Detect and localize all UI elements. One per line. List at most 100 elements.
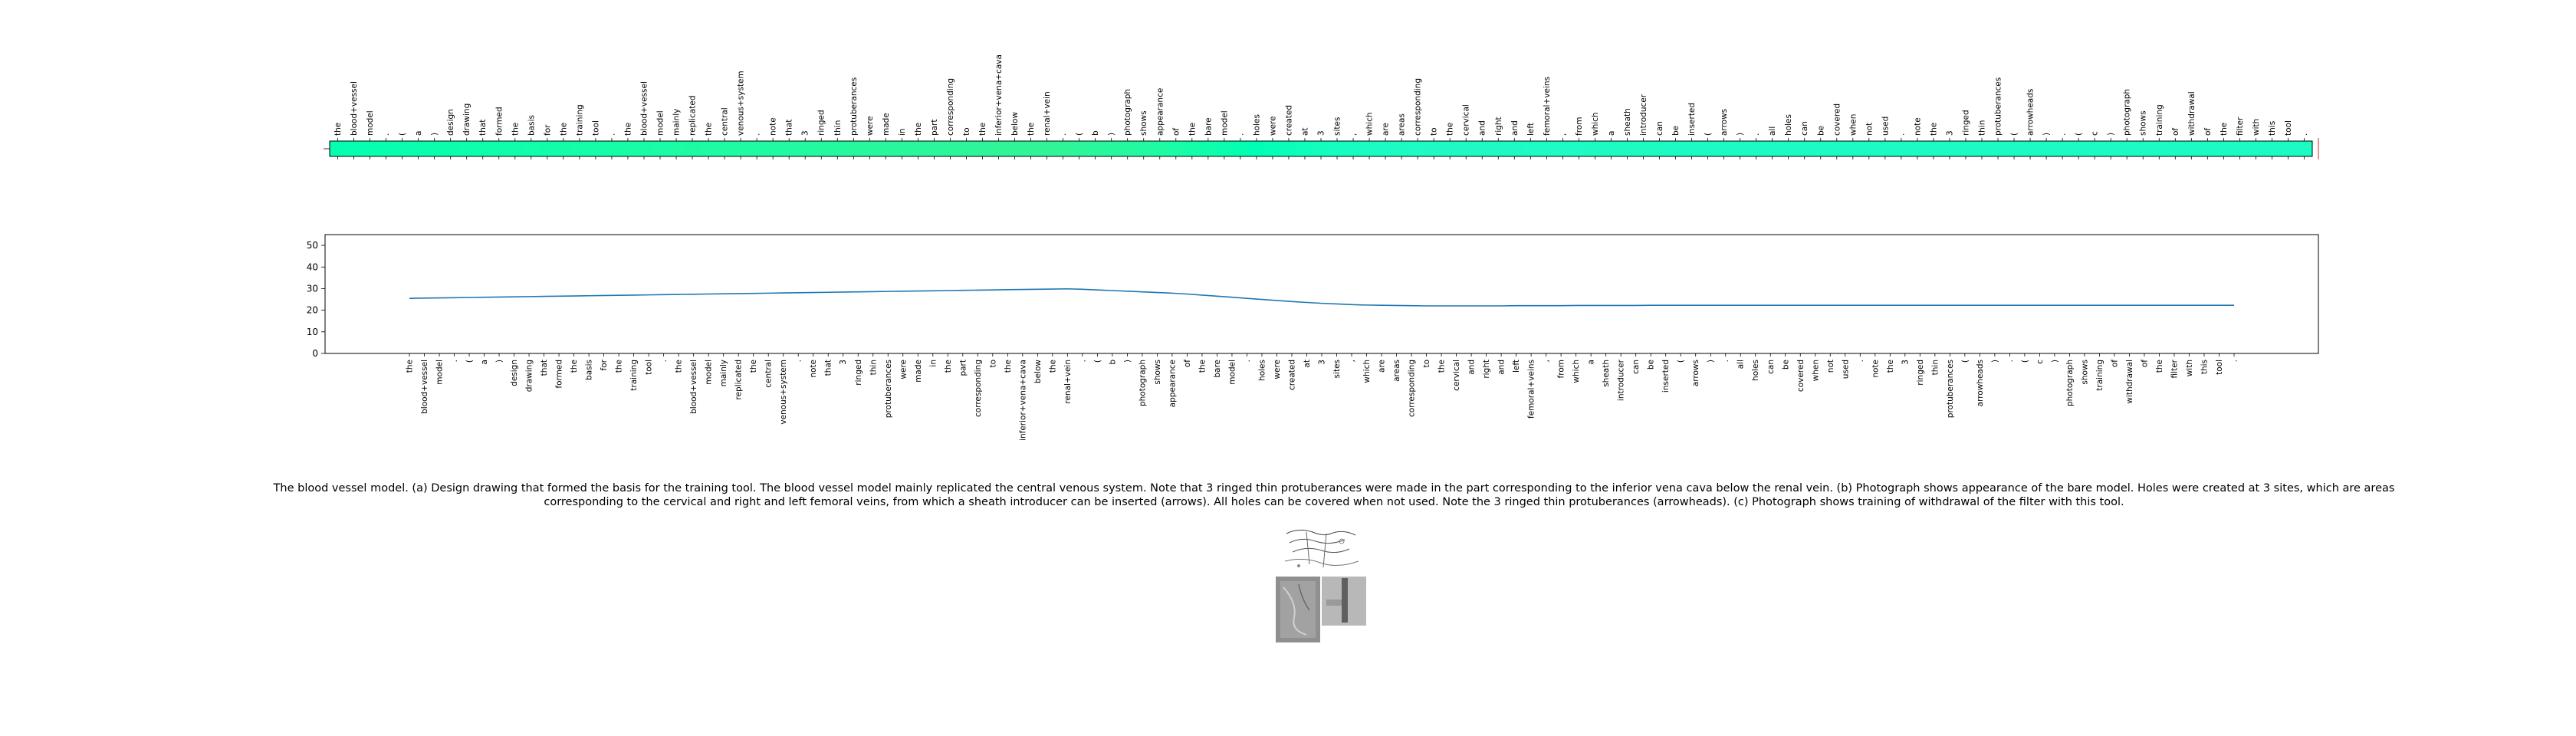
y-tick-label: 10 <box>307 327 318 337</box>
x-tick-label: the <box>2155 360 2164 373</box>
x-tick-label: be <box>1647 360 1656 370</box>
x-tick-label: , <box>1542 360 1551 362</box>
heatmap-token-label: arrows <box>1720 109 1729 136</box>
x-tick-label: tool <box>645 360 654 375</box>
x-tick-label: note <box>1871 360 1880 378</box>
token-line-chart: 0 10 20 30 40 50 the blood+vessel model. (a) desig… <box>307 234 2319 441</box>
heatmap-token-label: all <box>1768 127 1777 136</box>
heatmap-cell <box>1651 141 1668 156</box>
x-tick-label: ( <box>2020 360 2029 363</box>
x-tick-label: ( <box>1093 360 1102 363</box>
heatmap-cell <box>1457 141 1475 156</box>
x-tick-label: covered <box>1796 360 1806 392</box>
heatmap-cell <box>2279 141 2297 156</box>
x-tick-label: renal+vein <box>1063 360 1073 404</box>
heatmap-cell <box>1425 141 1443 156</box>
heatmap-cell <box>974 141 991 156</box>
heatmap-token-label: holes <box>1784 114 1793 136</box>
heatmap-cell <box>1877 141 1894 156</box>
heatmap-cell <box>813 141 830 156</box>
heatmap-cell <box>958 141 975 156</box>
heatmap-token-label: ) <box>1736 133 1745 136</box>
x-tick-label: all <box>1737 360 1746 369</box>
x-tick-label: were <box>899 360 908 380</box>
heatmap-cell <box>1522 141 1539 156</box>
heatmap-token-label: of <box>2203 128 2213 136</box>
heatmap-cell <box>1361 141 1378 156</box>
x-tick-label: c <box>2036 360 2045 364</box>
x-tick-label: with <box>2185 360 2194 376</box>
heatmap-token-label: that <box>478 120 488 136</box>
heatmap-token-label: part <box>930 119 939 136</box>
x-tick-label: ) <box>2050 360 2059 363</box>
heatmap-cell <box>1732 141 1749 156</box>
x-tick-label: . <box>1078 360 1087 362</box>
heatmap-token-label: corresponding <box>1414 78 1423 136</box>
heatmap-token-label: protuberances <box>1994 77 2003 136</box>
heatmap-cell <box>1941 141 1958 156</box>
heatmap-cell <box>1554 141 1572 156</box>
x-tick-label: created <box>1287 360 1296 390</box>
heatmap-cell <box>475 141 491 156</box>
heatmap-token-label: were <box>1268 116 1277 136</box>
heatmap-cell <box>748 141 766 156</box>
x-tick-label: which <box>1572 360 1581 383</box>
x-tick-label: . <box>2230 360 2239 362</box>
x-tick-label: a <box>1587 360 1596 364</box>
heatmap-token-label: thin <box>833 120 843 136</box>
x-tick-label: holes <box>1257 360 1267 381</box>
x-tick-label: the <box>749 360 758 373</box>
x-tick-label: ( <box>1960 360 1970 363</box>
x-tick-label: . <box>1856 360 1865 362</box>
heatmap-cell <box>909 141 927 156</box>
heatmap-token-label: . <box>1059 133 1068 136</box>
x-tick-label: ) <box>1123 360 1132 363</box>
x-tick-label: of <box>2110 360 2119 367</box>
x-tick-label: this <box>2200 360 2209 374</box>
line-chart-frame <box>324 234 2319 354</box>
heatmap-token-label: the <box>1188 123 1197 136</box>
heatmap-cell <box>1909 141 1926 156</box>
x-tick-label: ringed <box>1916 360 1925 386</box>
heatmap-cell <box>780 141 798 156</box>
heatmap-token-label: central <box>721 107 730 136</box>
heatmap-cell <box>1796 141 1813 156</box>
heatmap-cell <box>2134 141 2152 156</box>
x-tick-label: inferior+vena+cava <box>1018 360 1027 441</box>
heatmap-token-label: were <box>866 116 875 136</box>
heatmap-token-label: . <box>2300 133 2309 136</box>
heatmap-token-label: right <box>1494 117 1503 136</box>
heatmap-cell <box>893 141 911 156</box>
heatmap-token-label: blood+vessel <box>350 81 359 136</box>
x-tick-label: at <box>1303 360 1312 368</box>
heatmap-token-label: tool <box>591 120 600 136</box>
x-tick-label: areas <box>1392 360 1401 382</box>
heatmap-cell <box>1039 141 1056 156</box>
heatmap-token-label: can <box>1655 121 1664 136</box>
heatmap-token-label: 3 <box>801 130 810 136</box>
x-tick-label: b <box>1108 360 1117 365</box>
heatmap-token-label: with <box>2252 119 2261 136</box>
x-tick-label: ) <box>1990 360 1999 363</box>
heatmap-cell <box>1119 141 1136 156</box>
x-tick-label: . <box>659 360 669 362</box>
heatmap-cell <box>394 141 411 156</box>
heatmap-cell <box>700 141 718 156</box>
heatmap-token-label: ( <box>1704 133 1713 136</box>
heatmap-token-label: inferior+vena+cava <box>994 54 1004 136</box>
heatmap-cell <box>991 141 1007 156</box>
x-tick-label: design <box>510 360 519 386</box>
heatmap-cell <box>1957 141 1974 156</box>
heatmap-cell <box>684 141 702 156</box>
x-tick-label: the <box>944 360 953 373</box>
heatmap-token-label: and <box>1510 120 1520 136</box>
heatmap-token-label: of <box>1171 128 1181 136</box>
heatmap-token-label: made <box>882 113 891 136</box>
heatmap-token-label: of <box>2171 128 2180 136</box>
heatmap-cell <box>1168 141 1184 156</box>
heatmap-cell <box>2215 141 2233 156</box>
heatmap-cell <box>1055 141 1072 156</box>
x-tick-label: shows <box>1153 360 1162 385</box>
heatmap-cell <box>539 141 556 156</box>
heatmap-cell <box>1280 141 1297 156</box>
